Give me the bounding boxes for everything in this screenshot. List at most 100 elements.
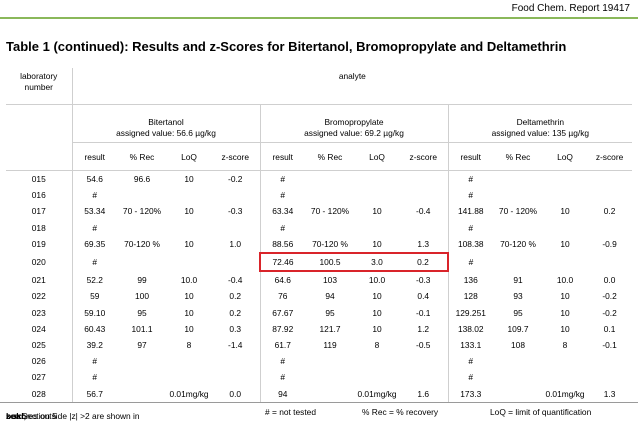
value-cell: 10 xyxy=(372,206,382,217)
results-table: laboratory number analyte Bitertanol ass… xyxy=(6,68,633,402)
column-header: LoQ xyxy=(355,142,399,171)
value-cell: -1.4 xyxy=(228,339,243,350)
value-cell xyxy=(493,171,543,188)
value-cell: 1.3 xyxy=(417,238,430,249)
value-cell: 52.2 xyxy=(71,271,117,289)
lab-number-cell: 016 xyxy=(31,190,46,201)
column-header: result xyxy=(447,142,493,171)
value-cell: 0.2 xyxy=(399,251,449,273)
value-cell: # xyxy=(447,252,493,272)
value-cell xyxy=(543,253,587,271)
value-cell xyxy=(167,353,211,369)
value-cell xyxy=(543,171,587,188)
value-cell: 119 xyxy=(323,339,337,350)
lab-header-line1: laboratory xyxy=(20,71,58,81)
value-cell: # xyxy=(71,369,117,386)
column-header: result xyxy=(71,142,117,171)
value-cell: 95 xyxy=(325,307,335,318)
value-cell: 95 xyxy=(137,307,147,318)
value-cell xyxy=(167,253,211,271)
group-header-bromopropylate: Bromopropylate assigned value: 69.2 µg/k… xyxy=(259,104,448,143)
value-cell: 138.02 xyxy=(447,320,493,337)
value-cell xyxy=(167,187,211,203)
value-cell xyxy=(587,220,632,236)
value-cell: 128 xyxy=(447,288,493,305)
table-row: 022 59 100 10 0.2 76 94 10 0.4 128 93 10 -0.2 xyxy=(6,288,632,305)
value-cell: 70-120 % xyxy=(500,239,536,250)
value-cell: 0.2 xyxy=(603,206,616,217)
lab-number-cell: 026 xyxy=(31,356,46,367)
column-header: result xyxy=(259,142,305,171)
value-cell xyxy=(355,171,399,188)
value-cell: 59.10 xyxy=(71,304,117,321)
lab-number-cell: 028 xyxy=(31,388,46,399)
group-name: Bitertanol xyxy=(148,117,184,127)
value-cell: 8 xyxy=(186,339,192,350)
value-cell xyxy=(493,369,543,385)
table-row: 025 39.2 97 8 -1.4 61.7 119 8 -0.5 133.1 108 8 -0.1 xyxy=(6,336,632,354)
table-row: 015 54.6 96.6 10 -0.2 # # xyxy=(6,170,632,188)
value-cell: 10 xyxy=(372,238,382,249)
table-row: 021 52.2 99 10.0 -0.4 64.6 103 10.0 -0.3 136 91 10.… xyxy=(6,271,632,289)
value-cell: 10 xyxy=(184,323,194,334)
column-header: % Rec xyxy=(493,142,543,171)
value-cell: -0.4 xyxy=(416,206,431,217)
value-cell: 0.3 xyxy=(229,323,242,334)
value-cell: 10 xyxy=(560,323,570,334)
value-cell xyxy=(117,369,167,385)
value-cell: # xyxy=(259,170,305,188)
lab-number-cell: 022 xyxy=(31,291,46,302)
value-cell: 69.35 xyxy=(71,235,117,253)
analyte-header: analyte xyxy=(71,68,633,105)
value-cell: 67.67 xyxy=(259,304,305,321)
value-cell xyxy=(355,353,399,369)
value-cell: 54.6 xyxy=(71,170,117,188)
group-assigned-value: assigned value: 56.6 µg/kg xyxy=(116,128,216,138)
value-cell: 95 xyxy=(513,307,523,318)
value-cell: 1.0 xyxy=(229,239,242,250)
value-cell: 10 xyxy=(184,206,194,217)
group-name: Bromopropylate xyxy=(324,117,384,127)
table-row: 026 # # # xyxy=(6,353,632,370)
value-cell xyxy=(493,187,543,203)
value-cell: -0.4 xyxy=(228,274,243,285)
value-cell: 8 xyxy=(562,339,568,350)
value-cell: 10.0 xyxy=(180,274,198,285)
lab-number-cell: 018 xyxy=(31,222,46,233)
value-cell: 59 xyxy=(71,288,117,305)
value-cell: # xyxy=(71,252,117,272)
value-cell xyxy=(587,353,632,369)
value-cell xyxy=(399,353,448,369)
value-cell: 10 xyxy=(372,323,382,334)
table-row: 027 # # # xyxy=(6,369,632,386)
value-cell: 70 - 120% xyxy=(310,206,350,217)
report-label: Food Chem. Report 19417 xyxy=(511,3,630,14)
value-cell: 10 xyxy=(184,239,194,250)
rec-legend: % Rec = % recovery xyxy=(362,407,439,417)
column-header: LoQ xyxy=(167,142,211,171)
loq-legend: LoQ = limit of quantification xyxy=(490,407,592,417)
value-cell: 10 xyxy=(184,307,194,318)
column-header: z-score xyxy=(211,142,260,171)
value-cell: 10 xyxy=(560,206,570,217)
value-cell: 0.01mg/kg xyxy=(357,388,397,399)
zscore-note-prefix: z-scores outside |z| >2 are shown in xyxy=(6,411,140,421)
value-cell: # xyxy=(447,219,493,236)
value-cell: 0.2 xyxy=(229,307,242,318)
value-cell: -0.9 xyxy=(602,239,617,250)
table-row: 023 59.10 95 10 0.2 67.67 95 10 -0.1 129.251 95 10 -… xyxy=(6,304,632,321)
value-cell xyxy=(305,187,355,203)
value-cell: 70 - 120% xyxy=(122,206,162,217)
value-cell: 129.251 xyxy=(447,304,493,321)
table-row: 019 69.35 70-120 % 10 1.0 88.56 70-120 % 10 1.3 1… xyxy=(6,235,632,253)
value-cell: 100.5 xyxy=(305,251,355,273)
lab-number-cell: 023 xyxy=(31,307,46,318)
table-row: 028 56.7 0.01mg/kg 0.0 94 0.01mg/kg 1.6 173.3 0.… xyxy=(6,385,632,402)
lab-number-cell: 020 xyxy=(31,257,46,268)
value-cell xyxy=(355,187,399,203)
zscore-note-suffix: see Section 5 xyxy=(6,411,57,421)
value-cell xyxy=(305,171,355,188)
group-header-deltamethrin: Deltamethrin assigned value: 135 µg/kg xyxy=(447,104,633,143)
table-title: Table 1 (continued): Results and z-Score… xyxy=(6,39,567,54)
value-cell xyxy=(493,220,543,236)
